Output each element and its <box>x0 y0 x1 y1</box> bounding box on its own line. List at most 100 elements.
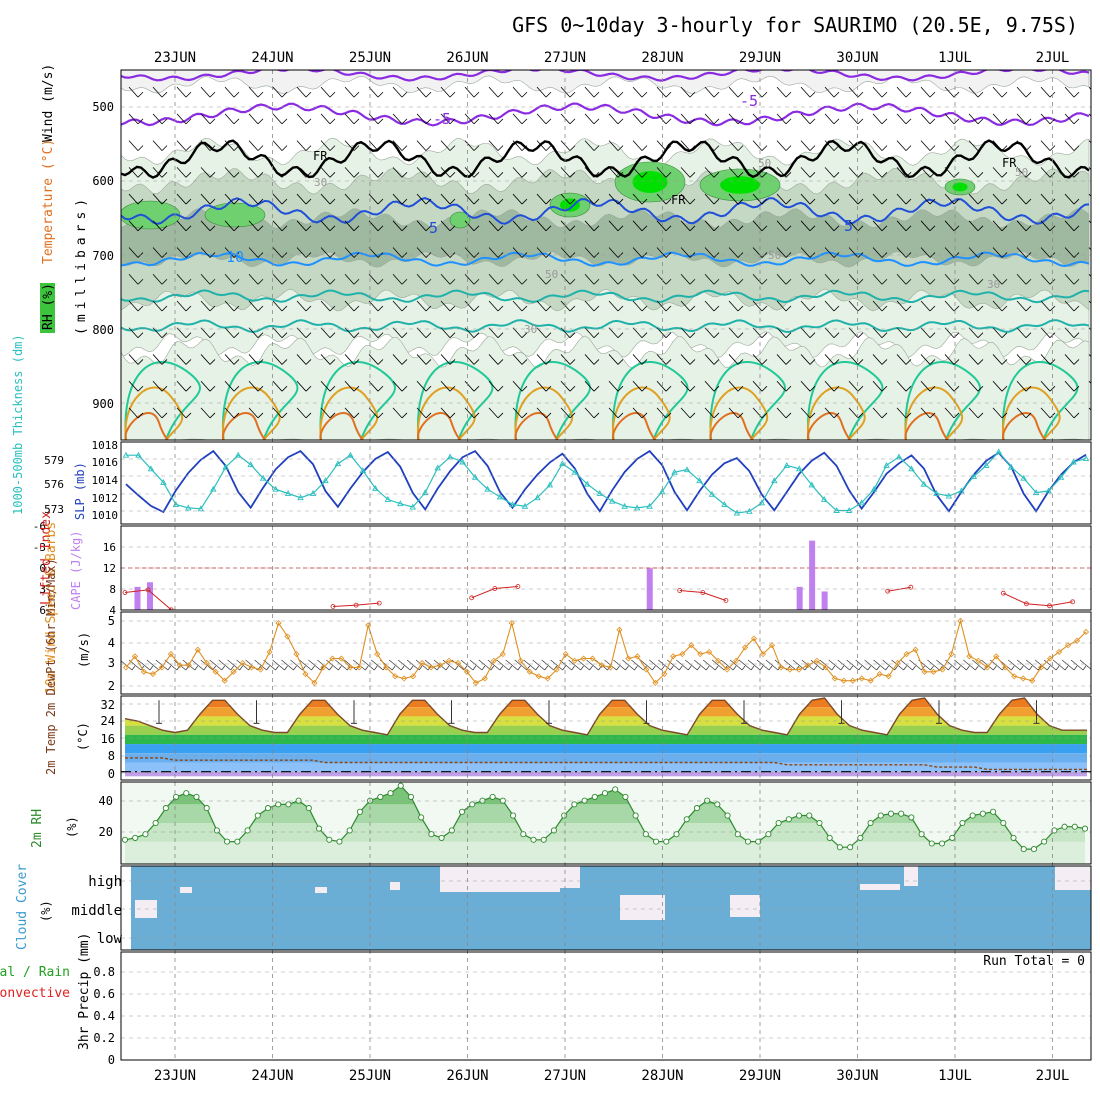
wind-barb <box>440 193 456 205</box>
wind-barb <box>896 327 912 339</box>
wind-barb <box>872 354 888 365</box>
cloud-gap <box>121 866 131 950</box>
wind-barb <box>752 86 768 98</box>
temp2m-axis-label: 2m Temp 2m DewPt (6hr Min/Max) <box>44 558 58 775</box>
thickness-point <box>958 487 965 494</box>
wind-barb <box>464 193 480 205</box>
wind-barb <box>464 273 480 285</box>
temp-band <box>125 707 1087 717</box>
rh2m-point <box>377 793 384 800</box>
temp-contour-20 <box>514 360 591 440</box>
rh2m-point <box>795 812 803 819</box>
rh2m-point <box>775 819 782 827</box>
wind-barb <box>848 113 864 125</box>
temp-contour-10 <box>121 251 1090 268</box>
wind-barb <box>368 407 384 419</box>
thickness-point <box>733 509 741 516</box>
wind-barb <box>176 354 192 365</box>
thickness-point <box>122 451 130 458</box>
wind-barb <box>488 140 504 151</box>
wind10m-point <box>257 666 264 673</box>
thickness-point <box>509 501 516 507</box>
wind10m-point <box>131 653 139 660</box>
tick-label: 6 <box>39 604 46 617</box>
lifted-index-point <box>700 590 706 595</box>
wind-barb-10m <box>846 659 863 671</box>
date-label-bottom: 26JUN <box>446 1068 488 1084</box>
wind10m-point <box>230 668 237 675</box>
wind-barb <box>656 167 672 178</box>
wind-barb <box>272 113 288 125</box>
slp-panel <box>122 448 1090 516</box>
lifted-index-point <box>515 584 521 589</box>
wind10m-point <box>347 664 354 671</box>
tick-label: 3 <box>108 656 115 670</box>
wind-barb <box>992 407 1008 419</box>
wind-barb <box>224 113 240 125</box>
wind-barb <box>512 273 528 285</box>
wind10m-point <box>266 648 273 655</box>
wind-barb <box>896 380 912 392</box>
contour-label: 30 <box>314 176 327 189</box>
wind-barb <box>752 354 768 365</box>
wind-barb <box>560 167 576 178</box>
wind10m-point <box>1064 642 1072 649</box>
temp-contour-5 <box>121 197 1090 225</box>
rh2m-point <box>887 810 895 817</box>
wind-barb <box>536 193 552 205</box>
temp-contour-25 <box>1001 386 1061 440</box>
wind-barb <box>920 380 936 392</box>
rh2m-point <box>407 793 415 800</box>
rh2m-point <box>1071 823 1078 830</box>
wind-barb <box>296 140 312 151</box>
rh2m-point <box>938 840 946 847</box>
wind-barb-10m <box>478 659 495 671</box>
wind-barb <box>128 193 144 205</box>
wind-barb <box>440 354 456 365</box>
wind-barb <box>440 327 456 339</box>
wind-barb <box>920 167 936 178</box>
thickness-point <box>596 490 604 496</box>
date-label-bottom: 30JUN <box>836 1068 878 1084</box>
wind-barb <box>608 380 624 392</box>
tick-label: 24 <box>101 714 115 728</box>
lifted-index-point <box>885 588 891 594</box>
wind10m-point <box>813 657 820 664</box>
wind-barb <box>896 140 912 151</box>
wind-barb-10m <box>720 659 737 671</box>
wind-barb <box>872 327 888 339</box>
wind-barb <box>416 140 432 151</box>
rh2m-point <box>734 831 741 838</box>
wind-barb <box>1016 327 1032 339</box>
rh2m-point <box>612 786 619 793</box>
wind-barb <box>560 300 576 312</box>
wind-barb <box>704 113 720 125</box>
rh-legend-swatch <box>40 283 55 333</box>
tick-label: 8 <box>109 583 116 596</box>
wind-barb <box>560 354 576 365</box>
wind-barb <box>224 273 240 285</box>
wind-barb <box>176 273 192 285</box>
wind-barb <box>416 86 432 98</box>
date-label-top: 30JUN <box>836 50 878 66</box>
wind-barb <box>1064 167 1080 178</box>
wind-barb <box>176 167 192 178</box>
wind-barb <box>392 140 408 151</box>
cape-bar <box>821 591 828 610</box>
rh2m-point <box>203 805 210 812</box>
rh2m-point <box>387 790 394 797</box>
wind-barb <box>152 354 168 365</box>
lifted-index-line <box>679 590 727 601</box>
wind-barb <box>776 273 792 285</box>
wind-barb <box>296 327 312 339</box>
rh2m-point <box>469 801 476 808</box>
tick-label: 1012 <box>92 492 119 505</box>
wind-barb <box>896 273 912 285</box>
lifted-index-point <box>1024 601 1029 607</box>
wind10m-point <box>374 651 381 658</box>
panel-frame <box>120 695 1092 781</box>
wind-barb <box>776 407 792 419</box>
thickness-point <box>247 461 254 468</box>
wind-barb <box>536 380 552 392</box>
temp-contour-20 <box>124 360 201 440</box>
